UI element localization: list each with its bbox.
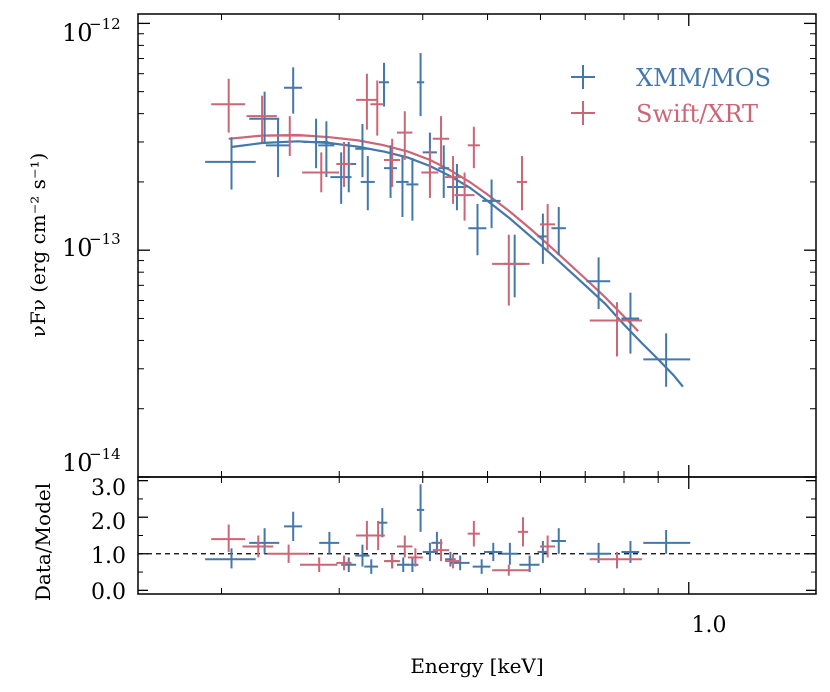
data-point-xmm-mos0 <box>205 137 256 190</box>
y-tick-base: 10 <box>62 449 93 477</box>
data-point-xmm-mos22 <box>551 207 566 256</box>
data-point-swift-xrt14 <box>517 517 529 547</box>
data-point-xmm-mos21 <box>551 528 566 554</box>
legend-entry-swift: Swift/XRT <box>571 100 758 128</box>
lower-y-tick-label-0: 0.0 <box>91 580 126 605</box>
data-point-swift-xrt15 <box>516 156 528 211</box>
y-tick-exp: −12 <box>89 15 121 33</box>
data-point-xmm-mos3 <box>319 531 340 554</box>
data-point-swift-xrt12 <box>467 520 480 547</box>
data-point-xmm-mos12 <box>396 156 409 218</box>
data-point-swift-xrt3 <box>302 152 340 193</box>
data-point-swift-xrt1 <box>246 95 277 142</box>
data-point-xmm-mos5 <box>318 121 335 178</box>
data-point-xmm-mos14 <box>416 53 425 117</box>
data-point-swift-xrt9 <box>407 548 423 567</box>
data-point-swift-xrt11 <box>445 553 461 569</box>
data-point-swift-xrt13 <box>467 126 480 169</box>
data-point-xmm-mos10 <box>378 62 389 107</box>
data-point-swift-xrt16 <box>589 551 642 569</box>
data-point-swift-xrt16 <box>539 203 556 251</box>
data-point-swift-xrt10 <box>432 539 450 562</box>
data-point-swift-xrt3 <box>299 557 338 573</box>
data-point-swift-xrt5 <box>356 73 378 130</box>
data-point-swift-xrt1 <box>242 535 274 558</box>
data-point-xmm-mos11 <box>383 145 397 198</box>
data-point-swift-xrt8 <box>396 535 413 558</box>
data-point-swift-xrt2 <box>267 544 309 563</box>
data-point-xmm-mos17 <box>447 163 467 211</box>
data-point-xmm-mos0 <box>205 548 256 569</box>
data-point-xmm-mos11 <box>416 484 425 532</box>
data-point-xmm-mos10 <box>406 557 419 573</box>
legend: XMM/MOS Swift/XRT <box>571 64 771 128</box>
data-point-swift-xrt4 <box>336 141 352 187</box>
lower-panel-frame <box>137 476 817 595</box>
y-tick-base: 10 <box>62 234 93 262</box>
data-point-xmm-mos12 <box>422 542 437 562</box>
data-point-swift-xrt9 <box>421 148 439 198</box>
data-point-swift-xrt2 <box>268 116 310 157</box>
data-point-swift-xrt6 <box>371 520 385 551</box>
data-point-xmm-mos17 <box>484 542 503 562</box>
data-point-xmm-mos8 <box>355 124 370 178</box>
data-point-xmm-mos21 <box>537 213 549 264</box>
upper-y-axis-label: νFν (erg cm⁻² s⁻¹) <box>26 153 50 338</box>
data-point-swift-xrt8 <box>396 111 413 160</box>
data-point-xmm-mos19 <box>482 179 501 229</box>
data-point-xmm-mos2 <box>283 511 303 541</box>
lower-panel: 3.0 2.0 1.0 0.0 Data/Model 1.0 Energy [k… <box>31 476 817 678</box>
data-point-swift-xrt17 <box>589 302 642 357</box>
data-point-swift-xrt7 <box>383 138 401 187</box>
data-point-xmm-mos4 <box>303 118 329 169</box>
x-tick-label-1.0: 1.0 <box>692 613 727 638</box>
upper-panel: 10 −12 10 −13 10 −14 νFν (erg cm⁻² s⁻¹) … <box>26 13 817 478</box>
model-curve-swift-xrt-model <box>228 133 639 332</box>
data-point-xmm-mos24 <box>643 530 691 554</box>
upper-y-tick-label-1e-14: 10 −14 <box>62 445 121 477</box>
data-point-swift-xrt12 <box>454 172 475 221</box>
data-point-xmm-mos3 <box>283 67 303 114</box>
data-point-xmm-mos24 <box>621 292 640 354</box>
lower-y-tick-label-1: 1.0 <box>91 544 126 569</box>
data-point-xmm-mos20 <box>503 234 526 298</box>
upper-y-tick-label-1e-13: 10 −13 <box>62 230 121 262</box>
upper-y-tick-label-1e-12: 10 −12 <box>62 15 121 47</box>
y-tick-exp: −14 <box>89 445 121 463</box>
data-point-xmm-mos16 <box>472 559 491 574</box>
data-point-swift-xrt15 <box>539 535 556 558</box>
data-point-swift-xrt0 <box>211 524 246 552</box>
data-point-swift-xrt6 <box>370 80 384 136</box>
y-tick-exp: −13 <box>89 230 121 248</box>
lower-y-tick-label-2: 2.0 <box>91 510 126 535</box>
data-point-xmm-mos20 <box>537 540 549 563</box>
data-point-swift-xrt4 <box>336 555 352 571</box>
lower-y-axis-label: Data/Model <box>31 483 55 601</box>
data-point-xmm-mos2 <box>265 118 290 178</box>
data-point-xmm-mos9 <box>360 156 375 211</box>
legend-label-swift: Swift/XRT <box>636 100 758 128</box>
legend-label-xmm: XMM/MOS <box>636 64 771 92</box>
data-point-swift-xrt13 <box>492 564 530 576</box>
data-point-swift-xrt11 <box>445 156 461 204</box>
lower-y-tick-label-3: 3.0 <box>91 476 126 501</box>
data-point-xmm-mos25 <box>643 333 691 387</box>
data-point-xmm-mos13 <box>406 157 419 221</box>
y-tick-base: 10 <box>62 19 93 47</box>
data-point-swift-xrt0 <box>211 78 246 133</box>
data-point-xmm-mos6 <box>364 559 379 574</box>
data-point-xmm-mos23 <box>586 257 611 310</box>
data-point-xmm-mos18 <box>468 203 487 256</box>
data-point-swift-xrt7 <box>383 553 401 569</box>
data-point-swift-xrt10 <box>432 116 450 169</box>
legend-entry-xmm: XMM/MOS <box>571 64 771 92</box>
data-point-xmm-mos5 <box>355 544 370 567</box>
data-point-xmm-mos18 <box>501 542 518 565</box>
data-point-xmm-mos1 <box>249 528 280 554</box>
x-axis-label: Energy [keV] <box>410 654 543 678</box>
data-point-swift-xrt14 <box>492 234 530 306</box>
